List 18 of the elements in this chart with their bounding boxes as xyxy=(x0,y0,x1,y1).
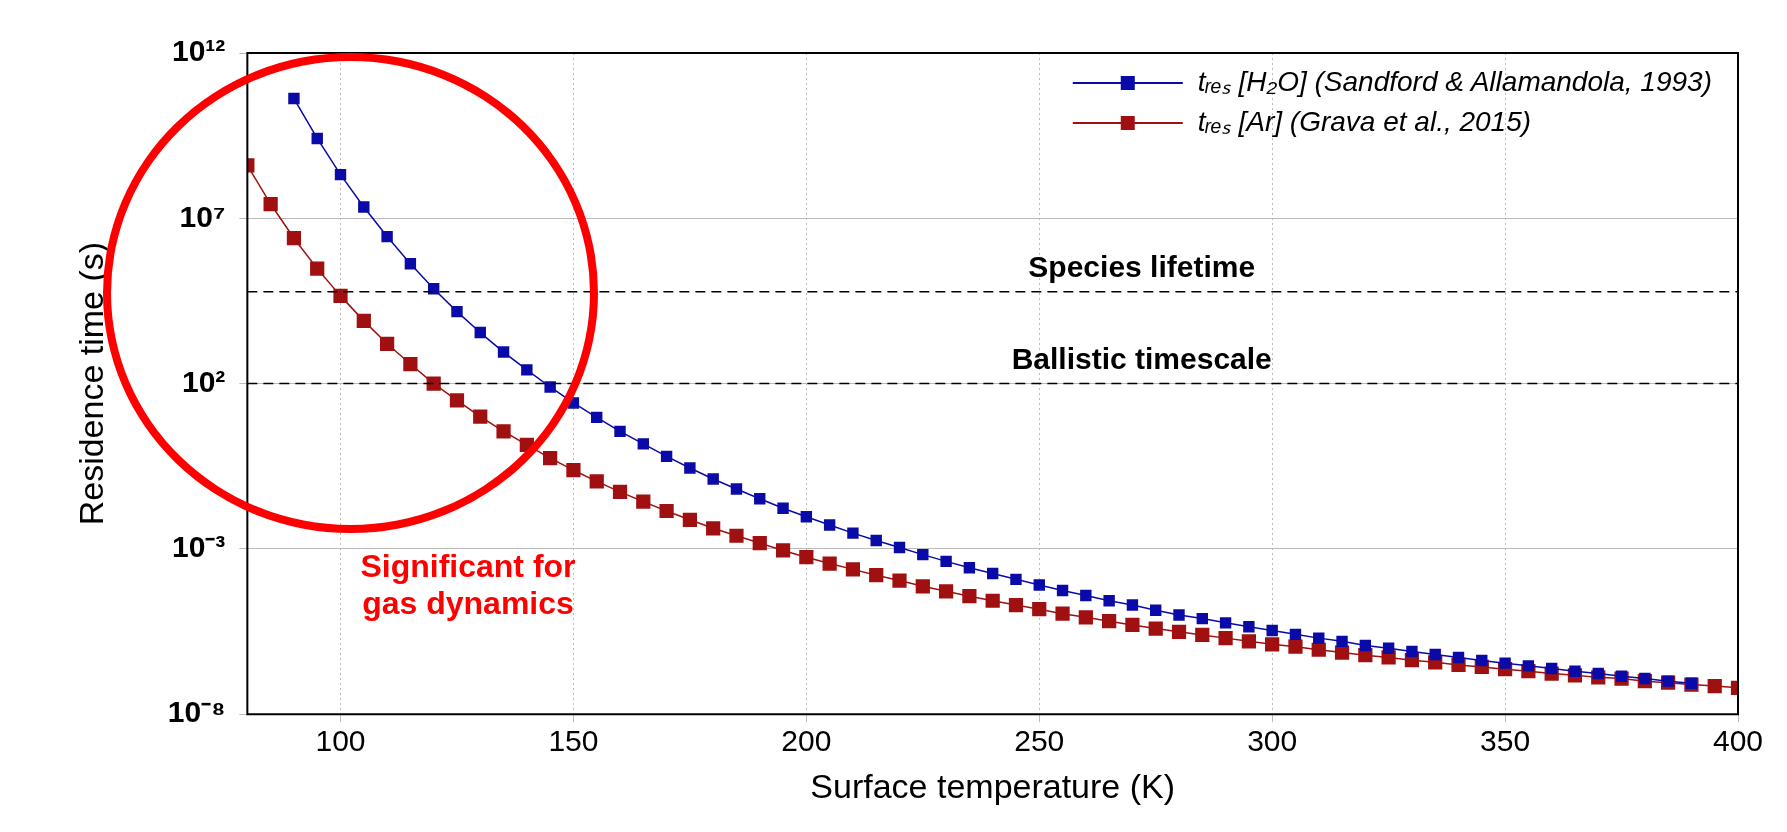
x-tick-label: 150 xyxy=(548,724,599,758)
annotation: Significant for gas dynamics xyxy=(359,548,577,622)
y-tick-label: 10⁻³ xyxy=(171,530,226,564)
x-tick-label: 400 xyxy=(1712,724,1764,758)
legend-label: tᵣₑₛ [Ar] (Grava et al., 2015) xyxy=(1197,105,1532,137)
legend-label: tᵣₑₛ [H₂O] (Sandford & Allamandola, 1993) xyxy=(1197,65,1712,97)
ref-line-label: Ballistic timescale xyxy=(1011,341,1272,375)
y-tick-label: 10² xyxy=(181,364,226,398)
x-tick-label: 250 xyxy=(1014,724,1065,758)
x-tick-label: 300 xyxy=(1247,724,1298,758)
y-tick-label: 10⁻⁸ xyxy=(167,695,226,729)
x-tick-label: 100 xyxy=(315,724,366,758)
ref-line-label: Species lifetime xyxy=(1028,250,1256,284)
x-tick-label: 200 xyxy=(781,724,832,758)
x-tick-label: 350 xyxy=(1480,724,1531,758)
y-tick-label: 10¹² xyxy=(171,34,226,68)
x-axis-title: Surface temperature (K) xyxy=(810,766,1176,805)
y-tick-label: 10⁷ xyxy=(179,199,226,233)
